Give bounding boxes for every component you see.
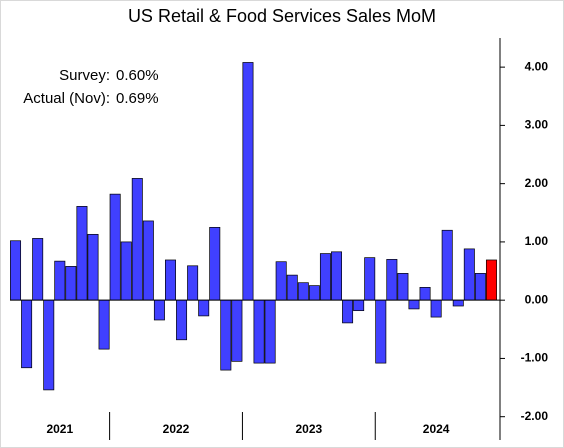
- bar: [474, 273, 486, 301]
- bar: [353, 299, 365, 312]
- bar: [297, 282, 309, 301]
- bar: [463, 248, 475, 301]
- annotation-value: 0.69%: [116, 90, 159, 107]
- bar: [441, 229, 453, 301]
- bar: [408, 299, 420, 310]
- bar: [209, 226, 221, 301]
- y-tick-label: -2.00: [521, 409, 549, 423]
- bar: [397, 273, 409, 301]
- bar: [264, 299, 276, 364]
- bar: [253, 299, 265, 364]
- bar: [10, 240, 22, 301]
- annotation-value: 0.60%: [116, 67, 159, 84]
- y-tick-label: -1.00: [521, 351, 549, 365]
- bar: [231, 299, 243, 362]
- bar: [220, 299, 232, 371]
- bar: [242, 62, 254, 301]
- bar: [21, 299, 33, 369]
- bar: [430, 299, 442, 318]
- bar: [142, 220, 154, 301]
- bar: [419, 287, 431, 301]
- chart-title: US Retail & Food Services Sales MoM: [128, 6, 436, 26]
- bar: [342, 299, 354, 324]
- bar: [308, 285, 320, 301]
- x-group-label: 2022: [163, 422, 190, 436]
- x-group-label: 2023: [295, 422, 322, 436]
- bar: [452, 299, 464, 307]
- bar: [364, 257, 376, 301]
- bar: [286, 274, 298, 301]
- bar: [319, 253, 331, 301]
- bar: [131, 178, 143, 301]
- bar: [65, 266, 77, 301]
- bar: [187, 265, 199, 301]
- x-group-label: 2024: [423, 422, 450, 436]
- bar: [153, 299, 165, 321]
- bar: [98, 299, 110, 350]
- bar: [43, 299, 55, 391]
- y-tick-label: 1.00: [525, 234, 549, 248]
- y-tick-label: 0.00: [525, 292, 549, 306]
- bar: [275, 261, 287, 301]
- bar: [176, 299, 188, 341]
- annotation-label: Survey:: [59, 67, 110, 84]
- bar: [165, 259, 176, 301]
- bar: [87, 233, 99, 301]
- x-group-label: 2021: [46, 422, 73, 436]
- y-tick-label: 3.00: [525, 118, 549, 132]
- bar: [375, 299, 387, 364]
- y-tick-label: 2.00: [525, 176, 549, 190]
- bar: [198, 299, 210, 317]
- bar: [32, 238, 44, 301]
- bar: [120, 241, 132, 301]
- annotation-label: Actual (Nov):: [23, 90, 110, 107]
- bar: [76, 206, 88, 301]
- bar: [54, 260, 66, 301]
- y-tick-label: 4.00: [525, 59, 549, 73]
- bar: [109, 193, 121, 301]
- bar: [485, 259, 497, 301]
- bar: [386, 259, 398, 301]
- bar: [331, 251, 342, 301]
